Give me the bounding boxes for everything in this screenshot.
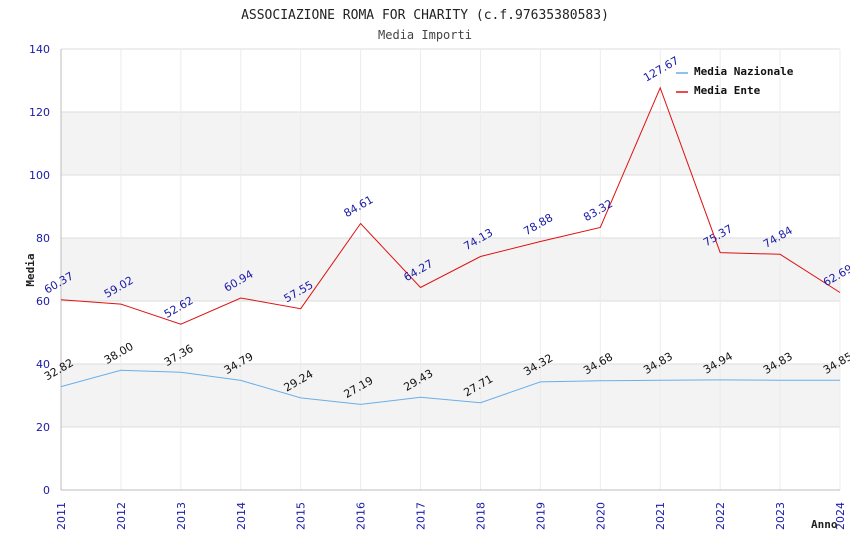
axes <box>60 49 840 491</box>
x-tick-label: 2013 <box>175 502 188 530</box>
x-tick-label: 2019 <box>534 502 547 530</box>
y-tick-label: 20 <box>36 421 50 434</box>
x-tick-label: 2022 <box>714 502 727 530</box>
legend-label-nazionale: Media Nazionale <box>694 65 794 78</box>
x-tick-label: 2014 <box>235 502 248 530</box>
chart-title: ASSOCIAZIONE ROMA FOR CHARITY (c.f.97635… <box>241 8 609 23</box>
grid-band <box>61 238 840 301</box>
x-tick-label: 2023 <box>774 502 787 530</box>
series-line-media-nazionale <box>60 369 841 405</box>
x-tick-label: 2012 <box>115 502 128 530</box>
grid-band <box>61 112 840 175</box>
data-label-ente: 78.88 <box>521 211 555 238</box>
legend-label-ente: Media Ente <box>694 84 761 97</box>
x-tick-label: 2018 <box>474 502 487 530</box>
x-tick-label: 2011 <box>55 502 68 530</box>
data-label-ente: 83.32 <box>581 197 615 224</box>
legend: Media Nazionale Media Ente <box>676 65 794 97</box>
grid-bands <box>61 112 840 427</box>
y-tick-label: 120 <box>29 106 50 119</box>
x-tick-label: 2021 <box>654 502 667 530</box>
x-tick-label: 2020 <box>594 502 607 530</box>
y-tick-label: 0 <box>43 484 50 497</box>
data-label-nazionale: 38.00 <box>102 340 136 367</box>
x-axis-label: Anno <box>811 518 838 531</box>
y-tick-label: 40 <box>36 358 50 371</box>
x-tick-labels: 2011 2012 2013 2014 2015 2016 2017 2018 2019 2020… <box>55 502 847 530</box>
y-tick-label: 60 <box>36 295 50 308</box>
chart-subtitle: Media Importi <box>378 28 472 42</box>
x-tick-label: 2016 <box>355 502 368 530</box>
x-tick-label: 2015 <box>295 502 308 530</box>
grid-band <box>61 364 840 427</box>
data-label-ente: 84.61 <box>342 193 376 220</box>
x-tick-label: 2024 <box>834 502 847 530</box>
data-label-ente: 127.67 <box>641 54 681 85</box>
y-tick-label: 100 <box>29 169 50 182</box>
series-layer <box>60 86 841 405</box>
series-line-media-ente <box>60 86 841 325</box>
y-axis-label: Media <box>24 253 37 286</box>
y-tick-label: 140 <box>29 43 50 56</box>
y-tick-label: 80 <box>36 232 50 245</box>
x-tick-label: 2017 <box>415 502 428 530</box>
y-tick-labels: 0 20 40 60 80 100 120 140 <box>29 43 50 497</box>
